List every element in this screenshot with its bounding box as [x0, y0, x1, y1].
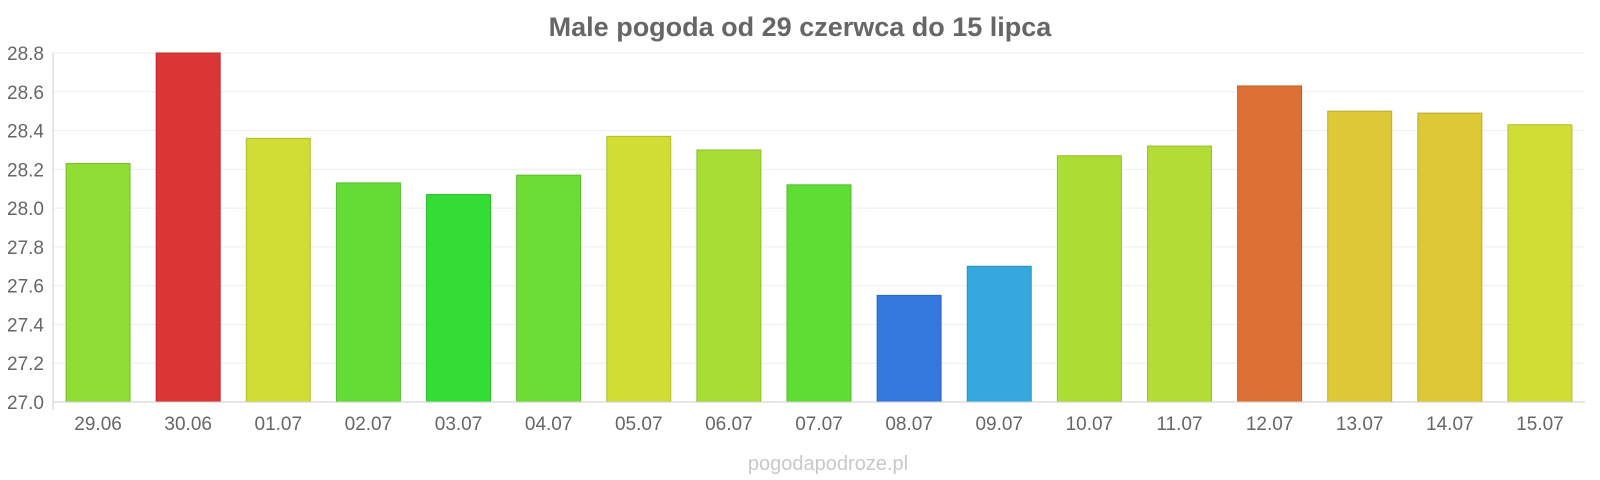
- x-tick-label: 14.07: [1426, 414, 1474, 435]
- y-tick-label: 28.4: [7, 122, 44, 143]
- bar-11.07: [1146, 145, 1212, 403]
- bar-12.07: [1237, 85, 1303, 403]
- watermark: pogodapodroze.pl: [748, 453, 908, 475]
- y-tick-label: 28.6: [7, 83, 44, 104]
- x-tick-label: 12.07: [1246, 414, 1294, 435]
- bar-15.07: [1507, 124, 1573, 403]
- y-tick-label: 27.8: [7, 238, 44, 259]
- x-tick-label: 29.06: [74, 414, 122, 435]
- y-tick-label: 27.0: [7, 393, 44, 414]
- bar-30.06: [155, 52, 221, 403]
- bar-29.06: [65, 163, 131, 403]
- x-tick-label: 15.07: [1516, 414, 1564, 435]
- y-tick-label: 27.4: [7, 315, 44, 336]
- x-tick-label: 05.07: [615, 414, 663, 435]
- bars: [65, 52, 1573, 403]
- y-tick-label: 27.6: [7, 277, 44, 298]
- y-tick-label: 28.0: [7, 199, 44, 220]
- chart-title: Male pogoda od 29 czerwca do 15 lipca: [549, 12, 1053, 42]
- x-tick-label: 07.07: [795, 414, 843, 435]
- x-tick-label: 01.07: [255, 414, 303, 435]
- bar-14.07: [1417, 112, 1483, 403]
- bar-07.07: [786, 184, 852, 403]
- bar-06.07: [696, 149, 762, 403]
- x-tick-label: 10.07: [1066, 414, 1114, 435]
- bar-04.07: [516, 174, 582, 403]
- x-axis: 29.06 30.06 01.07 02.07 03.07 04.07 05.07 06.07…: [53, 401, 1585, 435]
- x-tick-label: 30.06: [164, 414, 212, 435]
- x-tick-label: 11.07: [1156, 414, 1202, 435]
- y-axis: 27.0 27.2 27.4 27.6 27.8 28.0 28.2 28.4 28.6 28.8: [7, 44, 54, 414]
- x-tick-label: 13.07: [1336, 414, 1384, 435]
- x-tick-label: 09.07: [975, 414, 1023, 435]
- bar-10.07: [1056, 155, 1122, 403]
- bar-09.07: [966, 265, 1032, 403]
- bar-02.07: [335, 182, 401, 403]
- bar-03.07: [426, 194, 492, 403]
- x-tick-label: 04.07: [525, 414, 573, 435]
- bar-01.07: [245, 137, 311, 403]
- y-tick-label: 28.2: [7, 160, 44, 181]
- x-tick-label: 02.07: [345, 414, 393, 435]
- x-tick-label: 03.07: [435, 414, 483, 435]
- y-tick-label: 28.8: [7, 44, 44, 65]
- x-tick-label: 06.07: [705, 414, 753, 435]
- bar-08.07: [876, 294, 942, 403]
- y-tick-label: 27.2: [7, 354, 44, 375]
- bar-05.07: [606, 135, 672, 403]
- bar-13.07: [1327, 110, 1393, 403]
- x-tick-label: 08.07: [885, 414, 933, 435]
